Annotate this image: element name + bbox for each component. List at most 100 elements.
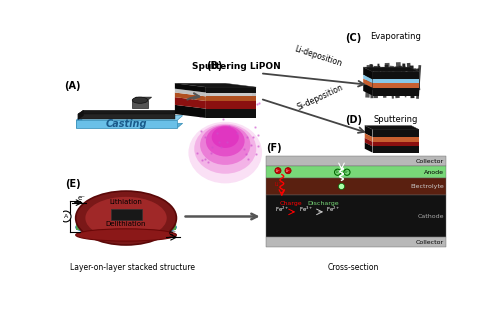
Ellipse shape — [76, 219, 176, 236]
Ellipse shape — [76, 229, 176, 241]
Ellipse shape — [372, 172, 419, 195]
Polygon shape — [175, 92, 206, 101]
Text: Li-deposition: Li-deposition — [294, 44, 343, 68]
Text: A: A — [64, 214, 68, 219]
Polygon shape — [210, 92, 252, 96]
Polygon shape — [76, 116, 82, 128]
Polygon shape — [78, 114, 175, 120]
Polygon shape — [363, 67, 419, 72]
Ellipse shape — [86, 197, 166, 239]
Polygon shape — [175, 83, 256, 87]
Text: Li⁺: Li⁺ — [335, 170, 340, 174]
Text: Charge: Charge — [280, 201, 302, 206]
Ellipse shape — [206, 126, 244, 156]
Bar — [266, 167, 446, 178]
Polygon shape — [110, 209, 142, 220]
Text: Li⁺: Li⁺ — [276, 169, 280, 173]
Circle shape — [60, 211, 71, 222]
Text: Li⁺: Li⁺ — [286, 169, 290, 173]
Text: Layer-on-layer stacked structure: Layer-on-layer stacked structure — [70, 263, 195, 272]
Polygon shape — [78, 110, 84, 120]
Bar — [76, 220, 176, 227]
Ellipse shape — [132, 97, 148, 103]
Ellipse shape — [368, 172, 423, 207]
Polygon shape — [76, 116, 182, 120]
Polygon shape — [175, 83, 206, 92]
Text: Sputtering LiPON: Sputtering LiPON — [192, 62, 281, 71]
Text: Li⁺: Li⁺ — [274, 182, 281, 188]
Text: Delithiation: Delithiation — [106, 221, 146, 227]
Polygon shape — [372, 83, 419, 88]
Ellipse shape — [200, 125, 250, 165]
Ellipse shape — [374, 170, 417, 197]
Text: Cross-section: Cross-section — [328, 263, 379, 272]
Polygon shape — [76, 120, 177, 128]
Ellipse shape — [363, 174, 428, 216]
Bar — [266, 195, 446, 237]
Polygon shape — [175, 105, 206, 118]
Polygon shape — [363, 75, 372, 83]
Text: (E): (E) — [65, 179, 80, 189]
Text: Si-deposition: Si-deposition — [296, 83, 344, 112]
Text: Electrolyte: Electrolyte — [410, 184, 444, 189]
Polygon shape — [175, 89, 206, 96]
Text: Collector: Collector — [416, 159, 444, 164]
Text: (B): (B) — [206, 61, 222, 71]
Polygon shape — [372, 142, 419, 146]
Polygon shape — [175, 97, 206, 109]
Text: Anode: Anode — [424, 170, 444, 175]
Polygon shape — [372, 137, 419, 142]
Circle shape — [338, 183, 344, 189]
Text: Evaporating: Evaporating — [370, 32, 421, 41]
Text: Sputtering: Sputtering — [374, 115, 418, 124]
Polygon shape — [372, 72, 419, 79]
Ellipse shape — [76, 191, 176, 245]
Text: (D): (D) — [346, 115, 362, 125]
Polygon shape — [372, 88, 419, 95]
Text: Fe$^{3+}$: Fe$^{3+}$ — [300, 205, 314, 214]
Polygon shape — [76, 123, 182, 128]
Text: Li⁺: Li⁺ — [344, 170, 350, 174]
Text: (A): (A) — [64, 82, 80, 91]
Polygon shape — [206, 101, 256, 109]
Polygon shape — [206, 96, 256, 101]
Ellipse shape — [194, 124, 256, 174]
Text: (F): (F) — [266, 143, 282, 153]
Polygon shape — [78, 110, 180, 114]
Text: (C): (C) — [346, 33, 362, 43]
Text: Cathode: Cathode — [418, 214, 444, 218]
Polygon shape — [206, 87, 256, 92]
Polygon shape — [363, 83, 372, 95]
Polygon shape — [372, 79, 419, 83]
Text: Fe$^{2+}$: Fe$^{2+}$ — [326, 205, 341, 214]
Polygon shape — [365, 138, 372, 146]
Bar — [266, 178, 446, 195]
Polygon shape — [132, 100, 148, 108]
Text: Lithiation: Lithiation — [110, 199, 142, 205]
Ellipse shape — [212, 126, 239, 148]
Bar — [76, 222, 176, 230]
Polygon shape — [372, 129, 419, 137]
Text: e⁻: e⁻ — [168, 230, 176, 236]
Bar — [266, 237, 446, 247]
Polygon shape — [363, 79, 372, 88]
Circle shape — [275, 167, 281, 174]
Text: e⁻: e⁻ — [78, 195, 86, 201]
Polygon shape — [206, 109, 256, 118]
Ellipse shape — [188, 122, 262, 183]
Text: Collector: Collector — [416, 240, 444, 245]
Polygon shape — [206, 92, 256, 96]
Ellipse shape — [380, 167, 411, 187]
Polygon shape — [132, 97, 152, 100]
Polygon shape — [365, 142, 372, 153]
Ellipse shape — [76, 217, 176, 232]
Ellipse shape — [386, 166, 406, 178]
Text: Casting: Casting — [106, 119, 148, 129]
Polygon shape — [365, 126, 419, 129]
Circle shape — [285, 167, 291, 174]
Text: Fe$^{2+}$: Fe$^{2+}$ — [274, 205, 289, 214]
Polygon shape — [365, 126, 372, 137]
Polygon shape — [372, 146, 419, 153]
Bar — [266, 156, 446, 167]
Polygon shape — [363, 67, 372, 79]
